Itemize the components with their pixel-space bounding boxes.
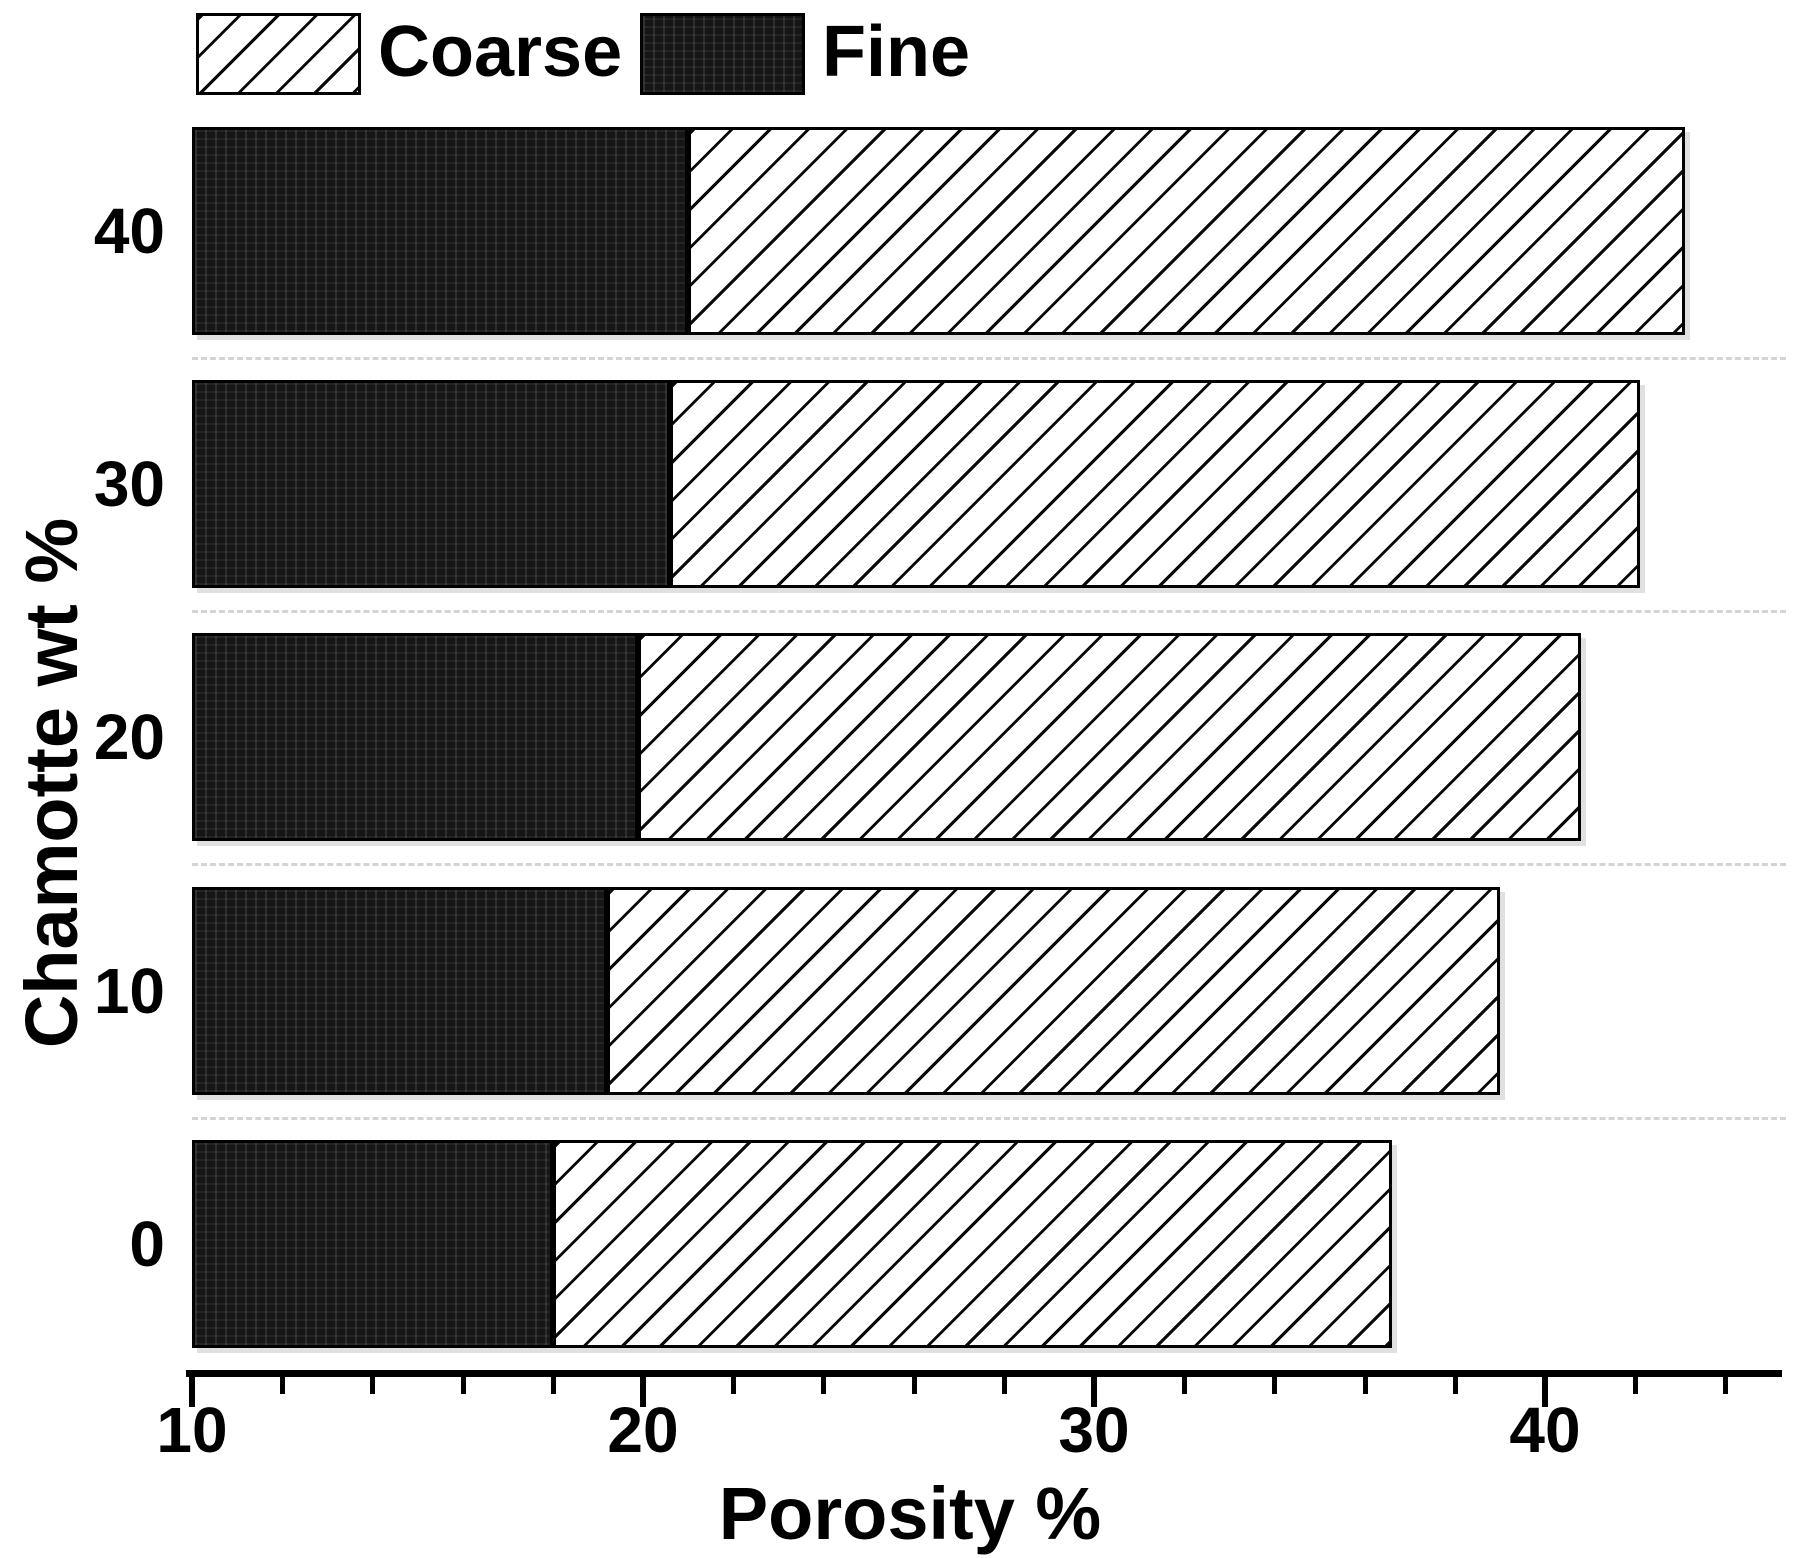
bar-40-fine-segment: [192, 127, 689, 335]
bar-20-fine-segment: [192, 633, 639, 841]
row-separator-gridline: [192, 357, 1786, 360]
x-minor-tick: [731, 1377, 737, 1394]
x-minor-tick: [1633, 1377, 1639, 1394]
x-minor-tick: [370, 1377, 376, 1394]
x-major-tick: [189, 1377, 195, 1407]
bar-20-coarse-segment: [638, 633, 1582, 841]
bar-10-coarse-segment: [606, 887, 1500, 1095]
row-separator-gridline: [192, 610, 1786, 613]
x-minor-tick: [821, 1377, 827, 1394]
x-major-tick: [1542, 1377, 1548, 1407]
y-tick-label-10: 10: [93, 955, 165, 1027]
x-minor-tick: [550, 1377, 556, 1394]
x-minor-tick: [280, 1377, 286, 1394]
legend-swatch-coarse: [196, 13, 361, 95]
x-tick-label-30: 30: [1058, 1394, 1130, 1466]
x-minor-tick: [1001, 1377, 1007, 1394]
legend: Coarse Fine: [0, 0, 1819, 100]
x-major-tick: [1091, 1377, 1097, 1407]
y-tick-label-20: 20: [93, 701, 165, 773]
y-tick-label-0: 0: [129, 1208, 165, 1280]
x-minor-tick: [911, 1377, 917, 1394]
x-minor-tick: [1182, 1377, 1188, 1394]
x-minor-tick: [1452, 1377, 1458, 1394]
x-minor-tick: [1723, 1377, 1729, 1394]
x-tick-label-40: 40: [1509, 1394, 1581, 1466]
x-minor-tick: [1272, 1377, 1278, 1394]
x-axis-line: [186, 1370, 1782, 1377]
y-tick-label-30: 30: [93, 448, 165, 520]
bar-0-coarse-segment: [552, 1140, 1392, 1348]
bar-30-fine-segment: [192, 380, 671, 588]
x-minor-tick: [460, 1377, 466, 1394]
bar-40-coarse-segment: [688, 127, 1685, 335]
x-axis-title: Porosity %: [718, 1472, 1102, 1555]
bar-0-fine-segment: [192, 1140, 553, 1348]
bar-10-fine-segment: [192, 887, 607, 1095]
x-tick-label-10: 10: [156, 1394, 228, 1466]
legend-label-coarse: Coarse: [378, 12, 623, 92]
row-separator-gridline: [192, 1117, 1786, 1120]
y-axis-title: Chamotte wt %: [10, 517, 93, 1049]
x-major-tick: [640, 1377, 646, 1407]
legend-label-fine: Fine: [822, 12, 971, 92]
x-minor-tick: [1362, 1377, 1368, 1394]
x-tick-label-20: 20: [607, 1394, 679, 1466]
bar-30-coarse-segment: [670, 380, 1640, 588]
y-tick-label-40: 40: [93, 195, 165, 267]
row-separator-gridline: [192, 863, 1786, 866]
legend-swatch-fine: [640, 13, 805, 95]
